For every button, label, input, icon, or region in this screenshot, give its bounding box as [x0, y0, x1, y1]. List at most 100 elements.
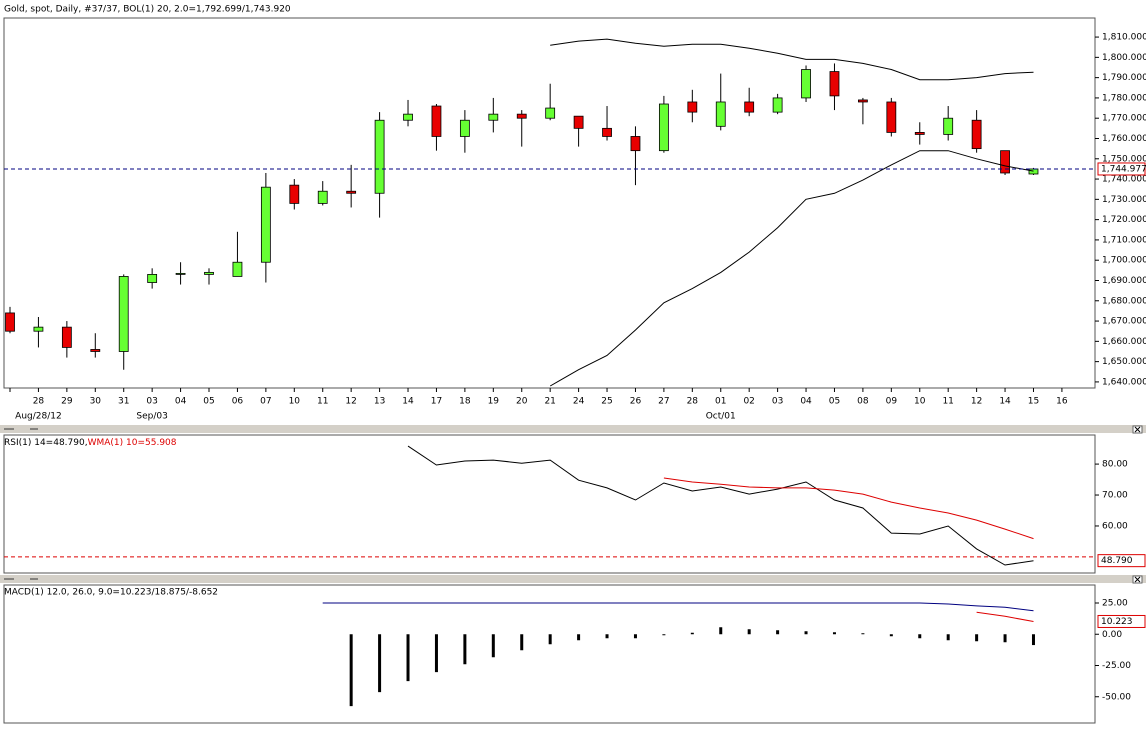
- candle-body: [374, 119, 385, 194]
- candle-body: [289, 184, 300, 204]
- histogram-bar: [1031, 634, 1035, 646]
- bollinger-band: [549, 150, 1034, 387]
- y-tick-label: 1,740.000: [1102, 175, 1146, 185]
- y-tick-label: 1,720.000: [1102, 215, 1146, 225]
- candle-body: [516, 113, 527, 119]
- x-tick-label: 31: [118, 397, 129, 407]
- y-tick-label: 1,800.000: [1102, 53, 1146, 63]
- histogram-bar: [719, 627, 723, 635]
- histogram-bar: [832, 632, 836, 635]
- close-icon[interactable]: [1132, 575, 1143, 584]
- candle-body: [772, 97, 783, 113]
- candle-body: [858, 99, 868, 103]
- y-tick-label: 1,750.000: [1102, 154, 1146, 164]
- macd-title: MACD(1) 12.0, 26.0, 9.0=10.223/18.875/-8…: [4, 588, 218, 598]
- chart-title: Gold, spot, Daily, #37/37, BOL(1) 20, 2.…: [4, 5, 291, 15]
- x-tick-label: 02: [743, 397, 754, 407]
- x-period-label: Sep/03: [136, 412, 167, 422]
- last-value-label: 48.790: [1101, 556, 1133, 566]
- histogram-bar: [804, 631, 808, 635]
- candle-body: [204, 271, 214, 275]
- y-tick-label: 0.00: [1102, 630, 1122, 640]
- histogram-bar: [378, 634, 382, 693]
- x-tick-label: 10: [914, 397, 926, 407]
- histogram-bar: [946, 634, 950, 641]
- candle-body: [90, 349, 101, 352]
- candle-body: [5, 312, 15, 332]
- y-tick-label: 1,700.000: [1102, 256, 1146, 266]
- x-tick-label: 12: [971, 397, 982, 407]
- candle-body: [971, 119, 982, 150]
- x-tick-label: 27: [658, 397, 669, 407]
- y-tick-label: -25.00: [1102, 661, 1131, 671]
- histogram-bar: [520, 634, 524, 651]
- x-tick-label: 29: [61, 397, 73, 407]
- last-value-label: 1,744.977: [1101, 164, 1146, 174]
- price-plot: [3, 17, 1096, 389]
- histogram-bar: [577, 634, 581, 641]
- x-tick-label: 30: [90, 397, 102, 407]
- y-tick-label: 1,660.000: [1102, 337, 1146, 347]
- x-tick-label: 08: [857, 397, 869, 407]
- x-tick-label: 13: [374, 397, 385, 407]
- bollinger-band: [550, 38, 1034, 81]
- x-tick-label: 14: [999, 397, 1011, 407]
- indicator-line: [407, 445, 1034, 566]
- histogram-bar: [889, 634, 893, 637]
- macd-line: [322, 602, 1034, 612]
- candle-body: [147, 274, 158, 283]
- candle-body: [317, 190, 328, 204]
- histogram-bar: [349, 634, 353, 707]
- x-tick-label: 28: [687, 397, 699, 407]
- y-tick-label: 1,640.000: [1102, 377, 1146, 387]
- histogram-bar: [406, 634, 410, 682]
- x-tick-label: 11: [317, 397, 328, 407]
- x-tick-label: 07: [260, 397, 271, 407]
- last-value-label: 10.223: [1101, 617, 1133, 627]
- candle-body: [61, 326, 72, 348]
- candle-body: [545, 107, 556, 119]
- header-bar: [0, 0, 1146, 18]
- x-tick-label: 04: [175, 397, 187, 407]
- x-tick-label: 12: [345, 397, 356, 407]
- histogram-bar: [776, 630, 780, 635]
- x-tick-label: 26: [630, 397, 642, 407]
- histogram-bar: [548, 634, 552, 645]
- candle-body: [1000, 150, 1010, 174]
- candle-body: [687, 101, 698, 113]
- x-tick-label: 11: [942, 397, 953, 407]
- x-tick-label: 20: [516, 397, 528, 407]
- candle-body: [658, 103, 669, 152]
- x-tick-label: 09: [886, 397, 898, 407]
- y-tick-label: -50.00: [1102, 692, 1131, 702]
- candle-body: [459, 119, 470, 137]
- x-tick-label: 24: [573, 397, 585, 407]
- y-tick-label: 1,680.000: [1102, 296, 1146, 306]
- histogram-bar: [491, 634, 495, 658]
- candle-body: [403, 113, 413, 121]
- x-tick-label: 04: [800, 397, 812, 407]
- x-tick-label: 17: [431, 397, 442, 407]
- x-tick-label: 16: [1056, 397, 1068, 407]
- x-tick-label: 28: [33, 397, 45, 407]
- x-tick-label: 21: [544, 397, 555, 407]
- close-icon[interactable]: [1132, 425, 1143, 434]
- indicator-line: [663, 477, 1034, 540]
- y-tick-label: 1,760.000: [1102, 134, 1146, 144]
- candle-body: [431, 105, 442, 137]
- x-tick-label: 10: [289, 397, 301, 407]
- resize-handle[interactable]: [4, 428, 38, 580]
- candle-body: [886, 101, 897, 133]
- candle-body: [573, 115, 584, 129]
- candle-body: [118, 276, 129, 352]
- plot-area: [5, 38, 1039, 387]
- y-tick-label: 1,710.000: [1102, 235, 1146, 245]
- candle-body: [914, 132, 925, 135]
- x-tick-label: 15: [1028, 397, 1039, 407]
- histogram-bar: [463, 634, 467, 665]
- histogram-bar: [690, 632, 694, 635]
- candle-body: [829, 71, 840, 97]
- y-tick-label: 1,730.000: [1102, 195, 1146, 205]
- y-tick-label: 1,650.000: [1102, 357, 1146, 367]
